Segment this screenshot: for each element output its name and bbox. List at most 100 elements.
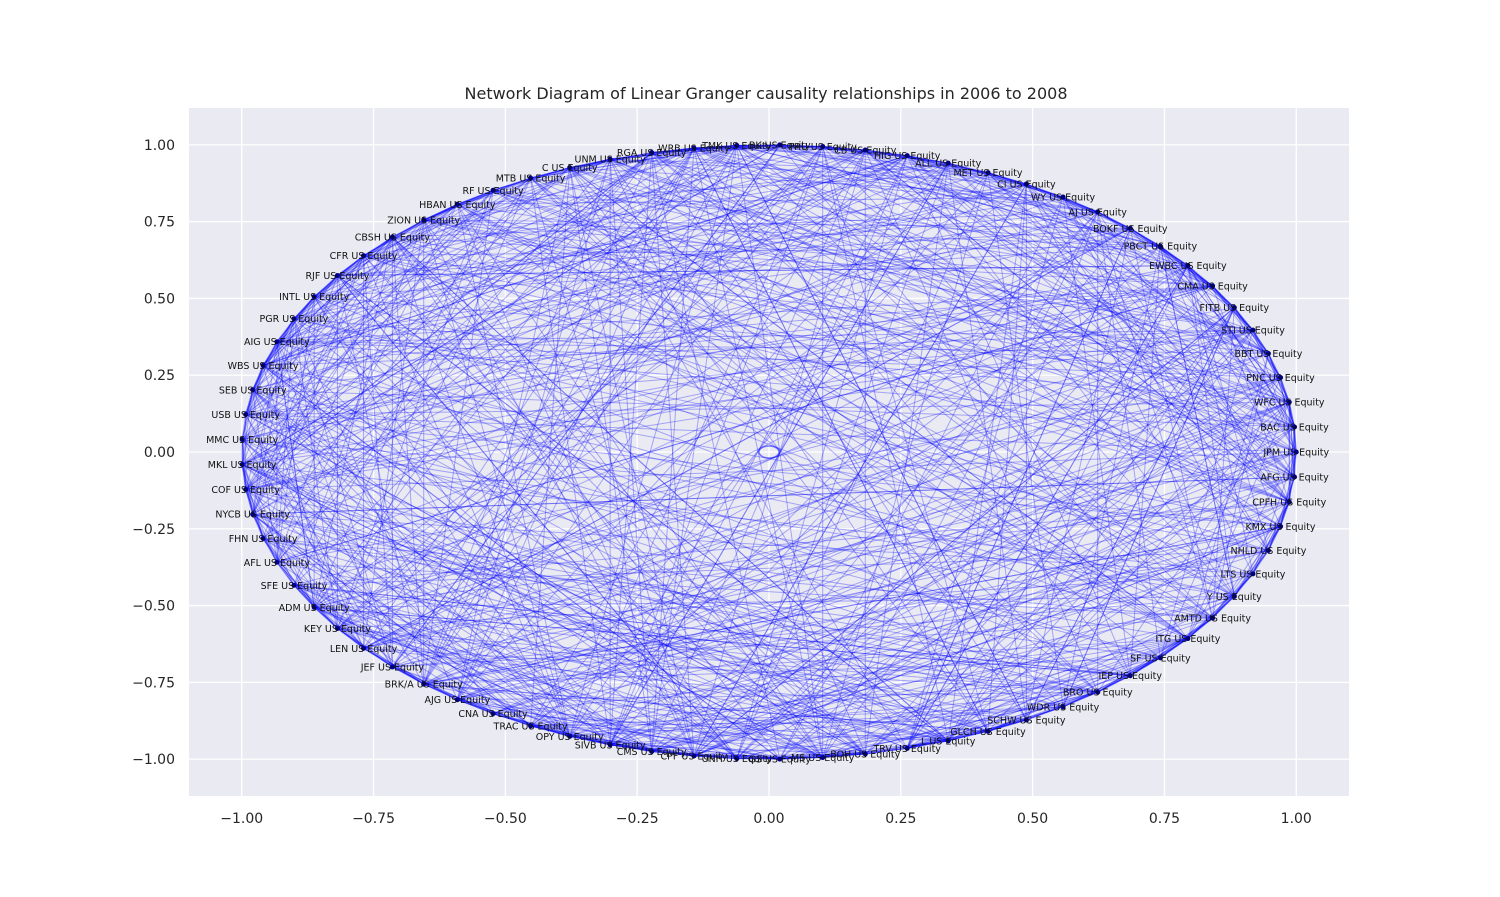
edge-line: [1062, 196, 1269, 354]
edge-line: [313, 296, 1189, 640]
network-node: [1023, 181, 1029, 187]
edge-line: [1233, 307, 1281, 378]
edge-line: [293, 318, 338, 629]
edge-line: [779, 740, 949, 760]
edge-line: [423, 264, 1189, 685]
network-node: [1250, 571, 1256, 577]
edge-line: [392, 236, 1290, 403]
y-tick-label: −0.50: [132, 599, 175, 615]
edge-line: [987, 172, 1290, 503]
edge-line: [492, 189, 1189, 639]
edge-line: [1026, 183, 1131, 229]
node-label: NYCB US Equity: [215, 510, 290, 521]
edge-line: [293, 318, 1269, 551]
edge-line: [1212, 285, 1290, 503]
edge-line: [293, 144, 780, 320]
x-tick-label: 1.00: [1281, 811, 1312, 827]
edge-line: [457, 158, 611, 205]
edge-line: [1280, 501, 1290, 527]
edge-line: [245, 167, 571, 415]
edge-line: [1187, 265, 1297, 453]
edge-line: [1062, 307, 1235, 708]
edge-line: [392, 666, 652, 752]
edge-line: [457, 699, 494, 715]
edge-line: [1280, 377, 1290, 403]
network-node: [361, 645, 367, 651]
node-label: ADM US Equity: [279, 603, 350, 614]
edge-line: [493, 189, 1161, 247]
edge-line: [779, 144, 908, 157]
edge-line: [822, 146, 949, 741]
edge-line: [245, 489, 315, 608]
edge-line: [262, 538, 364, 649]
edge-line: [609, 158, 1213, 619]
edge-line: [263, 329, 1254, 366]
edge-line: [252, 318, 295, 391]
edge-line: [1159, 245, 1297, 453]
edge-line: [252, 155, 908, 515]
edge-line: [610, 706, 1064, 746]
network-node: [1060, 704, 1066, 710]
edge-line: [363, 255, 1295, 428]
edge-line: [906, 307, 1235, 749]
edge-line: [1159, 246, 1235, 597]
edge-line: [610, 744, 737, 760]
edge-line: [492, 189, 1235, 597]
edge-line: [423, 203, 458, 221]
edge-line: [1025, 183, 1269, 551]
edge-line: [1252, 329, 1290, 403]
node-label: JEF US Equity: [360, 662, 425, 673]
edge-line: [947, 265, 1189, 742]
edge-line: [651, 144, 780, 154]
edge-line: [392, 476, 1295, 668]
network-node: [334, 625, 340, 631]
edge-line: [245, 489, 1098, 693]
edge-line: [1026, 706, 1064, 721]
network-node: [985, 170, 991, 176]
edge-line: [693, 525, 1281, 757]
edge-line: [363, 647, 1098, 693]
edge-line: [252, 389, 1295, 428]
node-label: SEB US Equity: [219, 385, 287, 396]
edge-line: [423, 683, 531, 727]
edge-line: [313, 190, 494, 608]
edge-line: [245, 189, 494, 490]
edge-line: [276, 145, 823, 343]
network-node: [649, 150, 655, 156]
edge-line: [693, 144, 737, 149]
edge-line: [457, 147, 695, 205]
edge-line: [1160, 245, 1254, 331]
edge-line: [1062, 196, 1290, 503]
edge-line: [530, 177, 1064, 708]
edge-line: [314, 245, 1161, 298]
edge-line: [736, 155, 908, 759]
edge-line: [948, 638, 1189, 742]
edge-line: [241, 464, 247, 490]
node-label: TRAC US Equity: [493, 721, 568, 732]
edge-line: [245, 414, 364, 649]
edge-line: [392, 666, 611, 746]
network-node: [1293, 449, 1299, 455]
node-label: RF US Equity: [462, 186, 524, 197]
network-node: [1250, 327, 1256, 333]
network-node: [777, 142, 783, 148]
node-label: BOKF US Equity: [1093, 224, 1168, 235]
edge-line: [1212, 285, 1281, 378]
edge-line: [241, 365, 264, 440]
edge-line: [391, 236, 571, 737]
edge-line: [423, 177, 531, 221]
edge-line: [241, 149, 866, 440]
edge-line: [779, 144, 823, 147]
edge-line: [457, 699, 780, 760]
edge-line: [337, 628, 424, 685]
edge-line: [693, 145, 823, 149]
edge-line: [363, 227, 1131, 649]
edge-line: [252, 177, 531, 391]
edge-line: [313, 296, 738, 759]
edge-line: [569, 167, 695, 757]
network-node: [945, 738, 951, 744]
edge-line: [423, 219, 824, 758]
edge-line: [456, 146, 824, 701]
edge-line: [293, 584, 949, 742]
edge-line: [492, 189, 1254, 331]
